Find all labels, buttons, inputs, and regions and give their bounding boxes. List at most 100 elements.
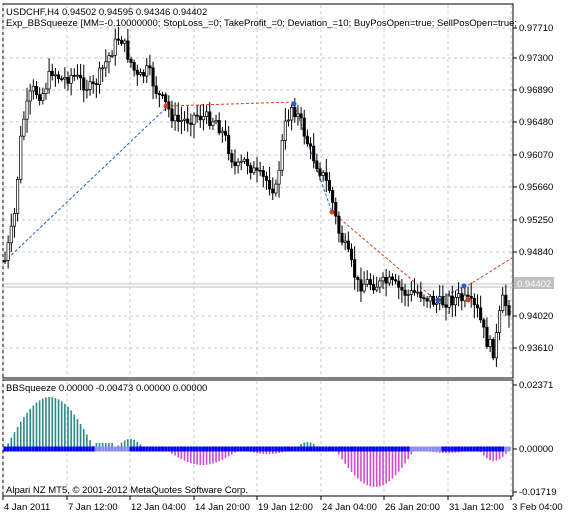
histogram-bar bbox=[347, 449, 350, 469]
candle-body bbox=[242, 158, 246, 162]
candle-body bbox=[286, 119, 291, 122]
candle-body bbox=[296, 113, 300, 118]
squeeze-dot bbox=[233, 446, 237, 452]
current-price-label: 0.94402 bbox=[514, 277, 554, 290]
price-tick-label: 0.94020 bbox=[519, 311, 553, 322]
candle-body bbox=[463, 294, 467, 302]
squeeze-dot bbox=[72, 446, 76, 452]
candle-body bbox=[271, 188, 275, 194]
price-tick-label: 0.93610 bbox=[519, 343, 553, 354]
squeeze-dot bbox=[12, 446, 16, 452]
histogram-bar bbox=[48, 397, 50, 449]
candle-body bbox=[246, 158, 250, 167]
time-axis[interactable]: 4 Jan 2011 7 Jan 12:00 12 Jan 04:00 14 Jan … bbox=[2, 496, 563, 513]
histogram-bar bbox=[174, 449, 176, 456]
squeeze-dot bbox=[249, 446, 253, 452]
main-chart-panel[interactable]: USDCHF,H4 0.94502 0.94595 0.94346 0.9440… bbox=[2, 3, 517, 379]
squeeze-dot bbox=[346, 446, 350, 452]
candle-body bbox=[475, 304, 480, 309]
trade-arrow-icon bbox=[291, 101, 297, 107]
histogram-bar bbox=[32, 405, 35, 449]
squeeze-dot bbox=[63, 446, 67, 452]
candle-body bbox=[453, 296, 458, 306]
squeeze-dot bbox=[457, 446, 461, 452]
candle-body bbox=[403, 289, 407, 296]
histogram-bar bbox=[227, 449, 230, 457]
candle-body bbox=[394, 279, 398, 282]
histogram-bar bbox=[231, 449, 233, 455]
squeeze-dot bbox=[230, 446, 234, 452]
histogram-bar bbox=[306, 442, 309, 449]
histogram-bar bbox=[82, 429, 85, 449]
squeeze-dot bbox=[403, 446, 407, 452]
histogram-bar bbox=[344, 449, 346, 464]
candle-body bbox=[214, 120, 218, 123]
candle-body bbox=[208, 111, 212, 126]
histogram-bar bbox=[388, 449, 391, 482]
squeeze-dot bbox=[151, 446, 155, 452]
squeeze-dot bbox=[356, 446, 360, 452]
candle-body bbox=[400, 286, 404, 291]
squeeze-dot bbox=[19, 446, 23, 452]
candle-body bbox=[249, 165, 253, 174]
candle-body bbox=[472, 297, 476, 306]
squeeze-dot bbox=[161, 446, 164, 452]
squeeze-dot bbox=[22, 446, 26, 452]
squeeze-dot bbox=[453, 446, 457, 452]
histogram-bar bbox=[130, 439, 132, 449]
candle-body bbox=[293, 106, 297, 118]
squeeze-dot bbox=[315, 446, 319, 452]
squeeze-dot bbox=[485, 446, 489, 452]
squeeze-dot bbox=[353, 446, 357, 452]
squeeze-dot bbox=[66, 446, 70, 452]
candle-body bbox=[132, 62, 136, 71]
squeeze-dot bbox=[413, 446, 416, 452]
histogram-bar bbox=[186, 449, 189, 463]
candles bbox=[3, 26, 511, 368]
price-tick-label: 0.96480 bbox=[519, 117, 553, 128]
time-tick-label: 12 Jan 04:00 bbox=[131, 502, 186, 513]
squeeze-dot bbox=[126, 446, 130, 452]
squeeze-dot bbox=[491, 446, 495, 452]
squeeze-dot bbox=[88, 446, 92, 452]
candle-body bbox=[277, 169, 281, 185]
time-tick-label: 26 Jan 20:00 bbox=[385, 502, 440, 513]
histogram-bar bbox=[51, 397, 54, 449]
squeeze-dot bbox=[69, 446, 73, 452]
histogram-bar bbox=[360, 449, 362, 482]
squeeze-dot bbox=[252, 446, 256, 452]
squeeze-dot bbox=[176, 446, 180, 452]
histogram-bar bbox=[111, 443, 113, 449]
candle-body bbox=[135, 69, 139, 75]
histogram-bar bbox=[73, 414, 76, 449]
price-axis[interactable]: 0.94402 0.97710 0.97300 0.96890 0.96480 0.96… bbox=[513, 23, 554, 354]
squeeze-dot bbox=[214, 446, 218, 452]
squeeze-dot bbox=[189, 446, 193, 452]
candle-body bbox=[315, 160, 319, 170]
squeeze-dot bbox=[375, 446, 379, 452]
candle-body bbox=[91, 81, 95, 84]
squeeze-dot bbox=[419, 446, 423, 452]
candle-body bbox=[450, 295, 454, 306]
squeeze-dot bbox=[227, 446, 231, 452]
squeeze-dot bbox=[372, 446, 376, 452]
price-tick-label: 0.94840 bbox=[519, 247, 553, 258]
squeeze-dot bbox=[498, 446, 502, 452]
indicator-axis[interactable]: 0.02371 0.00000 -0.01719 bbox=[513, 380, 557, 498]
trade-arrow-icon bbox=[461, 283, 467, 289]
candle-body bbox=[198, 115, 202, 121]
histogram-bar bbox=[401, 449, 403, 468]
candle-body bbox=[148, 65, 152, 69]
price-tick-label: 0.97300 bbox=[519, 53, 553, 64]
expert-info: Exp_BBSqueeze [MM=-0.10000000; StopLoss_… bbox=[6, 18, 517, 29]
squeeze-dot bbox=[397, 446, 401, 452]
squeeze-dot bbox=[35, 446, 38, 452]
indicator-panel[interactable]: BBSqueeze 0.00000 -0.00473 0.00000 0.000… bbox=[2, 379, 514, 497]
squeeze-dot bbox=[195, 446, 199, 452]
histogram-bar bbox=[196, 449, 198, 465]
candle-body bbox=[53, 74, 57, 77]
candle-body bbox=[16, 179, 20, 214]
squeeze-dot bbox=[60, 446, 64, 452]
candle-body bbox=[236, 161, 240, 167]
squeeze-dot bbox=[312, 446, 316, 452]
